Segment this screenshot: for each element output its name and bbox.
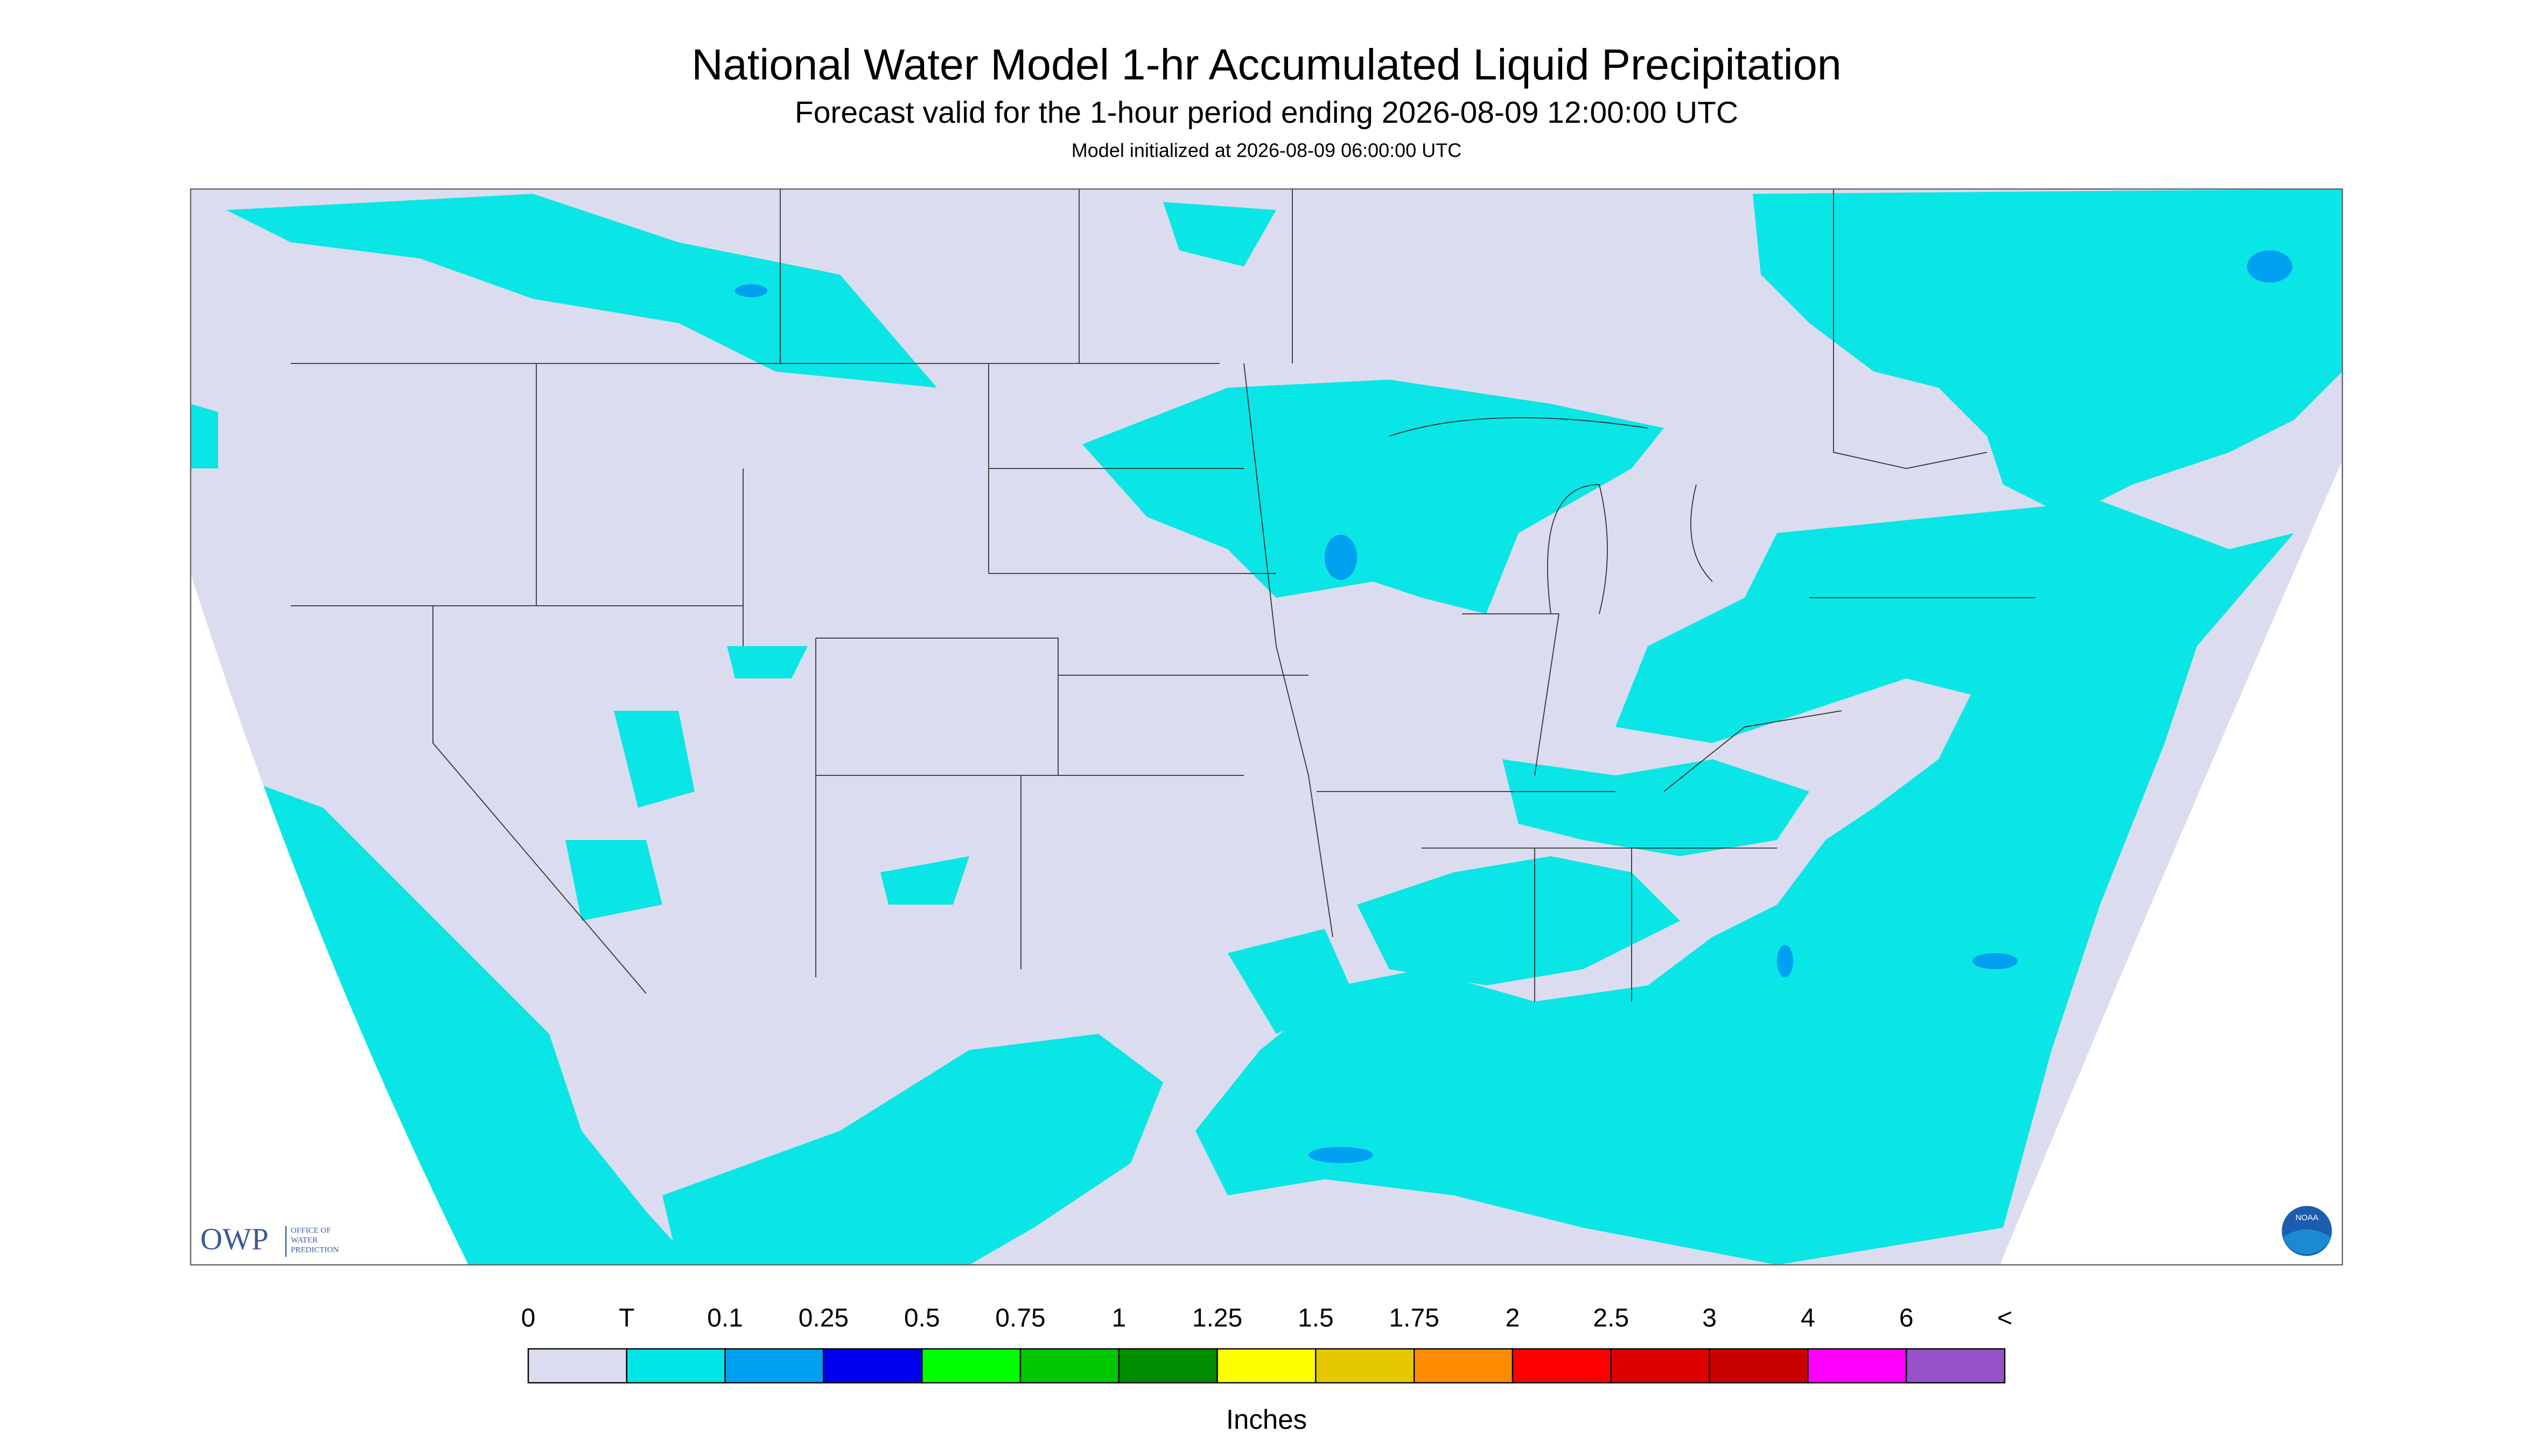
map-area — [190, 188, 2343, 1266]
legend-swatch — [1610, 1348, 1710, 1384]
legend-swatch — [527, 1348, 628, 1384]
legend-swatch — [1019, 1348, 1120, 1384]
owp-line: OFFICE OF — [291, 1226, 331, 1235]
legend-label: T — [619, 1304, 634, 1333]
legend-label: 0.1 — [707, 1304, 743, 1333]
precip-areas — [191, 189, 2342, 1265]
legend-swatch — [1807, 1348, 1907, 1384]
legend: 0 T 0.1 0.25 0.5 0.75 1 1.25 1.5 1.75 2 2.5 3 4 6 < — [521, 1304, 2012, 1384]
precip-heavier — [735, 250, 2292, 1164]
owp-logo: OWP OFFICE OF WATER PREDICTION — [200, 1222, 339, 1257]
legend-label: 6 — [1899, 1304, 1914, 1333]
legend-swatch — [626, 1348, 726, 1384]
legend-label: 0.5 — [904, 1304, 940, 1333]
legend-swatch — [724, 1348, 824, 1384]
legend-label: 4 — [1801, 1304, 1815, 1333]
legend-unit: Inches — [1226, 1404, 1307, 1434]
legend-label: 1.5 — [1298, 1304, 1334, 1333]
legend-swatch — [1905, 1348, 2006, 1384]
map-border — [190, 188, 2343, 1266]
legend-label: 0 — [521, 1304, 536, 1333]
legend-label: 2.5 — [1593, 1304, 1629, 1333]
noaa-text: NOAA — [2296, 1213, 2319, 1222]
subtitle: Forecast valid for the 1-hour period end… — [795, 95, 1738, 130]
legend-swatch — [1216, 1348, 1317, 1384]
legend-swatch — [823, 1348, 923, 1384]
legend-label: 0.25 — [799, 1304, 849, 1333]
legend-swatch — [1709, 1348, 1809, 1384]
legend-label: 2 — [1506, 1304, 1520, 1333]
owp-line: PREDICTION — [291, 1245, 339, 1254]
legend-swatch — [921, 1348, 1021, 1384]
legend-swatch — [1118, 1348, 1218, 1384]
boundaries — [291, 189, 2035, 1002]
legend-swatch — [1512, 1348, 1612, 1384]
title: National Water Model 1-hr Accumulated Li… — [691, 40, 1842, 89]
init-time: Model initialized at 2026-08-09 06:00:00… — [1072, 139, 1461, 162]
legend-label: < — [1997, 1304, 2012, 1333]
legend-swatch — [1315, 1348, 1415, 1384]
legend-label: 3 — [1702, 1304, 1717, 1333]
legend-label: 1.25 — [1192, 1304, 1242, 1333]
owp-line: WATER — [291, 1236, 318, 1244]
legend-label: 1 — [1111, 1304, 1126, 1333]
owp-text: OWP — [200, 1222, 269, 1256]
legend-label: 1.75 — [1389, 1304, 1439, 1333]
legend-swatch — [1414, 1348, 1514, 1384]
legend-label: 0.75 — [995, 1304, 1045, 1333]
noaa-logo: NOAA — [2280, 1204, 2334, 1258]
